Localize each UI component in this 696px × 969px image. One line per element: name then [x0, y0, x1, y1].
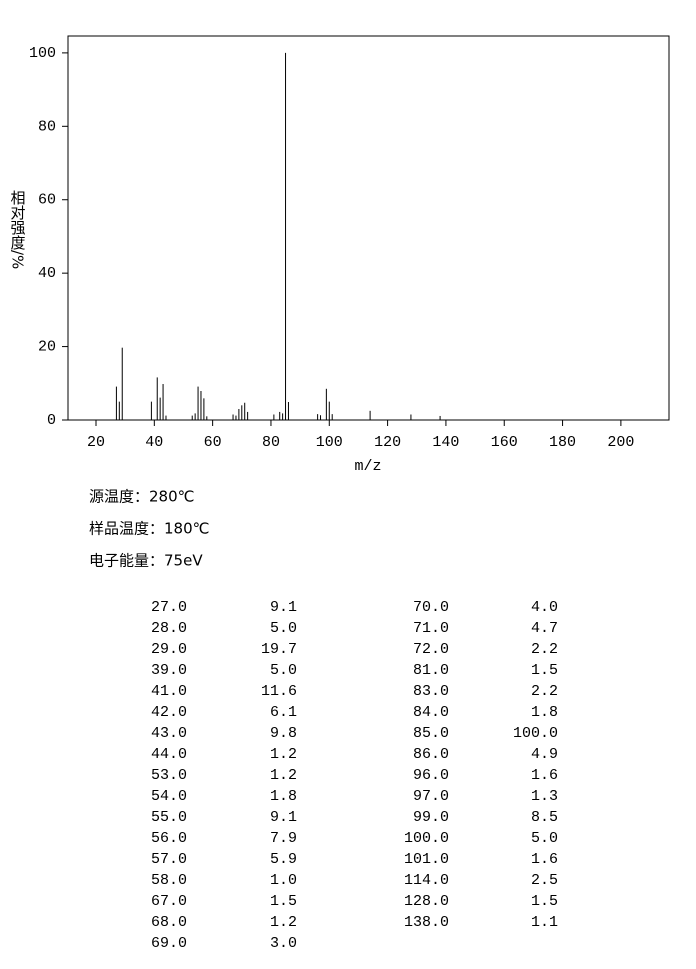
intensity-cell: 1.5 [531, 662, 558, 679]
mz-cell: 99.0 [413, 809, 449, 826]
y-tick-label: 20 [38, 339, 56, 356]
intensity-cell: 9.1 [270, 599, 297, 616]
x-tick-label: 100 [316, 434, 343, 451]
x-tick-label: 60 [204, 434, 222, 451]
x-axis-label: m/z [354, 458, 381, 475]
intensity-cell: 1.6 [531, 851, 558, 868]
intensity-cell: 1.3 [531, 788, 558, 805]
x-tick-label: 140 [432, 434, 459, 451]
intensity-cell: 5.0 [531, 830, 558, 847]
mz-cell: 84.0 [413, 704, 449, 721]
mz-cell: 81.0 [413, 662, 449, 679]
mz-cell: 57.0 [151, 851, 187, 868]
intensity-cell: 4.0 [531, 599, 558, 616]
mz-cell: 85.0 [413, 725, 449, 742]
x-tick-label: 80 [262, 434, 280, 451]
mz-cell: 71.0 [413, 620, 449, 637]
y-tick-label: 100 [29, 45, 56, 62]
mz-cell: 43.0 [151, 725, 187, 742]
condition: 样品温度：180℃ [89, 520, 209, 538]
mz-cell: 86.0 [413, 746, 449, 763]
intensity-cell: 5.0 [270, 620, 297, 637]
mz-cell: 67.0 [151, 893, 187, 910]
x-tick-label: 40 [145, 434, 163, 451]
mz-cell: 138.0 [404, 914, 449, 931]
mz-cell: 70.0 [413, 599, 449, 616]
mz-cell: 83.0 [413, 683, 449, 700]
mz-cell: 41.0 [151, 683, 187, 700]
mz-cell: 72.0 [413, 641, 449, 658]
intensity-cell: 9.8 [270, 725, 297, 742]
plot-frame [67, 35, 670, 421]
intensity-cell: 1.5 [531, 893, 558, 910]
y-tick-label: 40 [38, 265, 56, 282]
mz-cell: 56.0 [151, 830, 187, 847]
intensity-cell: 9.1 [270, 809, 297, 826]
intensity-cell: 1.1 [531, 914, 558, 931]
mz-cell: 28.0 [151, 620, 187, 637]
intensity-cell: 8.5 [531, 809, 558, 826]
mz-cell: 53.0 [151, 767, 187, 784]
intensity-cell: 1.2 [270, 767, 297, 784]
y-tick-label: 80 [38, 118, 56, 135]
mz-cell: 54.0 [151, 788, 187, 805]
x-tick-label: 120 [374, 434, 401, 451]
intensity-cell: 5.9 [270, 851, 297, 868]
mz-cell: 44.0 [151, 746, 187, 763]
y-axis-label: 相对强度/% [9, 190, 27, 269]
intensity-cell: 19.7 [261, 641, 297, 658]
intensity-cell: 4.7 [531, 620, 558, 637]
condition: 源温度：280℃ [89, 488, 194, 506]
intensity-cell: 1.2 [270, 914, 297, 931]
x-tick-label: 180 [549, 434, 576, 451]
x-tick-label: 20 [87, 434, 105, 451]
mz-cell: 68.0 [151, 914, 187, 931]
intensity-cell: 2.5 [531, 872, 558, 889]
mz-cell: 128.0 [404, 893, 449, 910]
intensity-cell: 11.6 [261, 683, 297, 700]
mz-cell: 55.0 [151, 809, 187, 826]
y-tick-label: 60 [38, 192, 56, 209]
x-tick-label: 160 [491, 434, 518, 451]
intensity-cell: 1.5 [270, 893, 297, 910]
mz-cell: 97.0 [413, 788, 449, 805]
intensity-cell: 1.2 [270, 746, 297, 763]
mz-cell: 58.0 [151, 872, 187, 889]
condition: 电子能量：75eV [89, 552, 203, 570]
intensity-cell: 1.6 [531, 767, 558, 784]
intensity-cell: 1.8 [270, 788, 297, 805]
intensity-cell: 1.8 [531, 704, 558, 721]
mz-cell: 39.0 [151, 662, 187, 679]
mz-cell: 42.0 [151, 704, 187, 721]
intensity-cell: 3.0 [270, 935, 297, 952]
mz-cell: 29.0 [151, 641, 187, 658]
y-tick-label: 0 [47, 412, 56, 429]
intensity-cell: 1.0 [270, 872, 297, 889]
mz-cell: 100.0 [404, 830, 449, 847]
intensity-cell: 4.9 [531, 746, 558, 763]
mz-cell: 101.0 [404, 851, 449, 868]
mz-cell: 69.0 [151, 935, 187, 952]
intensity-cell: 6.1 [270, 704, 297, 721]
intensity-cell: 2.2 [531, 641, 558, 658]
mz-cell: 27.0 [151, 599, 187, 616]
x-tick-label: 200 [607, 434, 634, 451]
mz-cell: 96.0 [413, 767, 449, 784]
intensity-cell: 2.2 [531, 683, 558, 700]
intensity-cell: 100.0 [513, 725, 558, 742]
mz-cell: 114.0 [404, 872, 449, 889]
intensity-cell: 7.9 [270, 830, 297, 847]
intensity-cell: 5.0 [270, 662, 297, 679]
